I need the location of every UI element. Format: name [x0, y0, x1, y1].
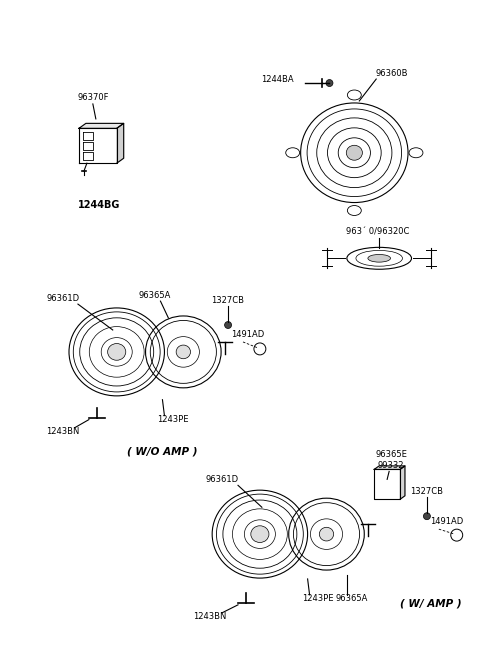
Polygon shape	[117, 124, 124, 163]
Text: 99332: 99332	[378, 461, 404, 470]
Text: 96365A: 96365A	[335, 595, 368, 603]
Ellipse shape	[176, 345, 191, 359]
Polygon shape	[374, 466, 405, 469]
Text: 96361D: 96361D	[205, 475, 239, 484]
Text: 96360B: 96360B	[376, 68, 408, 78]
Text: ( W/ AMP ): ( W/ AMP )	[400, 599, 462, 609]
Text: 1491AD: 1491AD	[231, 330, 264, 340]
Text: 96365E: 96365E	[375, 450, 407, 459]
Text: 1243BN: 1243BN	[193, 612, 227, 622]
Text: 963´ 0/96320C: 963´ 0/96320C	[346, 228, 409, 237]
Circle shape	[326, 79, 333, 87]
Text: 96365A: 96365A	[138, 290, 171, 300]
Text: 1243PE: 1243PE	[156, 415, 188, 424]
Text: 1244BG: 1244BG	[78, 200, 120, 210]
Circle shape	[423, 512, 431, 520]
Ellipse shape	[251, 526, 269, 543]
Text: 1327CB: 1327CB	[212, 296, 245, 305]
Ellipse shape	[108, 344, 126, 360]
Text: 1491AD: 1491AD	[430, 516, 463, 526]
Text: 1243PE: 1243PE	[302, 595, 333, 603]
Polygon shape	[79, 124, 124, 128]
Text: ( W/O AMP ): ( W/O AMP )	[127, 447, 198, 457]
Text: 1243BN: 1243BN	[47, 427, 80, 436]
Circle shape	[225, 321, 231, 328]
Text: 96361D: 96361D	[47, 294, 80, 303]
Text: 1244BA: 1244BA	[262, 74, 294, 83]
Text: 96370F: 96370F	[77, 93, 108, 102]
Polygon shape	[400, 466, 405, 499]
Ellipse shape	[368, 254, 391, 262]
Ellipse shape	[319, 528, 334, 541]
Ellipse shape	[346, 145, 362, 160]
Text: 1327CB: 1327CB	[410, 487, 444, 496]
